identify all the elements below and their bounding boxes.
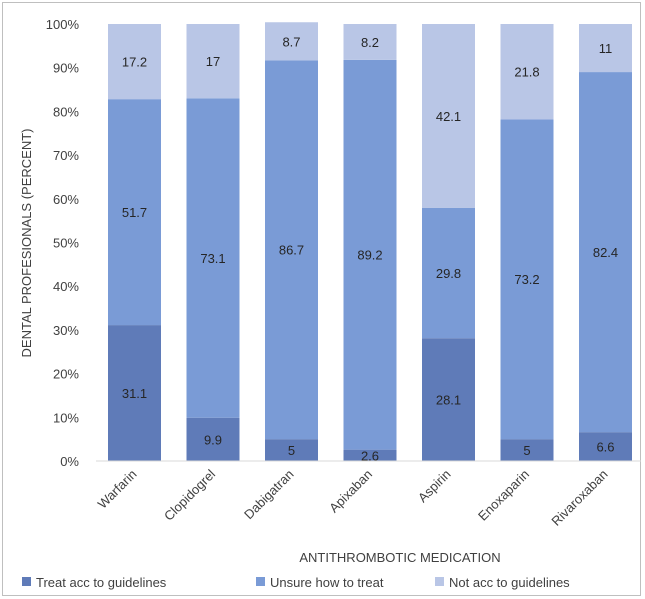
data-label: 9.9 — [204, 432, 222, 447]
data-label: 21.8 — [514, 65, 539, 80]
data-label: 5 — [288, 443, 295, 458]
bar-segment — [579, 24, 632, 73]
bar-segment — [108, 24, 161, 100]
y-tick-label: 80% — [53, 104, 79, 119]
data-label: 42.1 — [436, 109, 461, 124]
bar-segment — [343, 24, 397, 60]
y-tick-label: 90% — [53, 61, 79, 76]
data-label: 29.8 — [436, 266, 461, 281]
y-tick-label: 10% — [53, 410, 79, 425]
bar-segment — [265, 22, 318, 61]
data-label: 8.7 — [282, 34, 300, 49]
legend: Treat acc to guidelines Unsure how to tre… — [22, 575, 570, 590]
data-label: 11 — [599, 41, 613, 56]
legend-swatch — [22, 577, 31, 586]
y-tick-label: 40% — [53, 279, 79, 294]
data-label: 6.6 — [596, 440, 614, 455]
bar-segment — [186, 24, 240, 99]
bar-segment — [108, 325, 161, 461]
bar-segment — [343, 449, 397, 461]
bar-segment — [422, 207, 475, 339]
data-label: 31.1 — [122, 386, 147, 401]
bar-segment — [186, 417, 240, 461]
data-label: 86.7 — [279, 243, 304, 258]
data-label: 2.6 — [361, 448, 379, 463]
x-tick-label: Dabigatran — [241, 467, 297, 523]
data-label: 5 — [523, 443, 530, 458]
data-label: 17 — [206, 54, 220, 69]
y-tick-label: 70% — [53, 148, 79, 163]
bar-segment — [579, 72, 632, 433]
bar-segment — [422, 24, 475, 208]
x-tick-label: Clopidogrel — [161, 466, 218, 523]
y-tick-label: 50% — [53, 236, 79, 251]
legend-label: Not acc to guidelines — [449, 575, 570, 590]
x-tick-label: Warfarin — [95, 467, 140, 512]
y-axis-ticks: 0% 10% 20% 30% 40% 50% 60% 70% 80% 90% 100% — [46, 17, 80, 469]
bar-segment — [343, 59, 397, 450]
bar-segment — [265, 439, 318, 461]
bar-segment — [265, 60, 318, 440]
y-tick-label: 30% — [53, 323, 79, 338]
y-tick-label: 20% — [53, 367, 79, 382]
y-tick-label: 0% — [60, 454, 79, 469]
bar-segment — [108, 99, 161, 326]
bar-segment — [500, 119, 554, 440]
x-axis-labels: Warfarin Clopidogrel Dabigatran Apixaban Asp… — [95, 466, 611, 528]
data-label: 89.2 — [357, 248, 382, 263]
x-tick-label: Aspirin — [415, 467, 454, 506]
y-axis-title: DENTAL PROFESIONALS (PERCENT) — [19, 129, 34, 358]
x-tick-label: Rivaroxaban — [548, 467, 610, 529]
y-tick-label: 60% — [53, 192, 79, 207]
data-label: 17.2 — [122, 55, 147, 70]
y-tick-label: 100% — [46, 17, 80, 32]
legend-swatch — [256, 577, 265, 586]
data-label: 73.2 — [514, 272, 539, 287]
x-tick-label: Apixaban — [326, 467, 375, 516]
bar-segment — [579, 432, 632, 461]
data-label: 73.1 — [200, 251, 225, 266]
data-label: 28.1 — [436, 393, 461, 408]
data-label: 8.2 — [361, 35, 379, 50]
bar-segment — [500, 24, 554, 120]
data-label: 51.7 — [122, 205, 147, 220]
bar-segment — [500, 439, 554, 461]
x-axis-title: ANTITHROMBOTIC MEDICATION — [299, 550, 500, 565]
data-label: 82.4 — [593, 245, 618, 260]
x-tick-label: Enoxaparin — [475, 467, 532, 524]
bars-group: 31.1 51.7 17.2 9.9 73.1 17 5 86.7 8.7 2.6 89.2 8.2 2… — [108, 22, 632, 463]
legend-label: Treat acc to guidelines — [36, 575, 167, 590]
legend-swatch — [435, 577, 444, 586]
bar-segment — [422, 338, 475, 461]
bar-segment — [186, 98, 240, 418]
legend-label: Unsure how to treat — [270, 575, 384, 590]
